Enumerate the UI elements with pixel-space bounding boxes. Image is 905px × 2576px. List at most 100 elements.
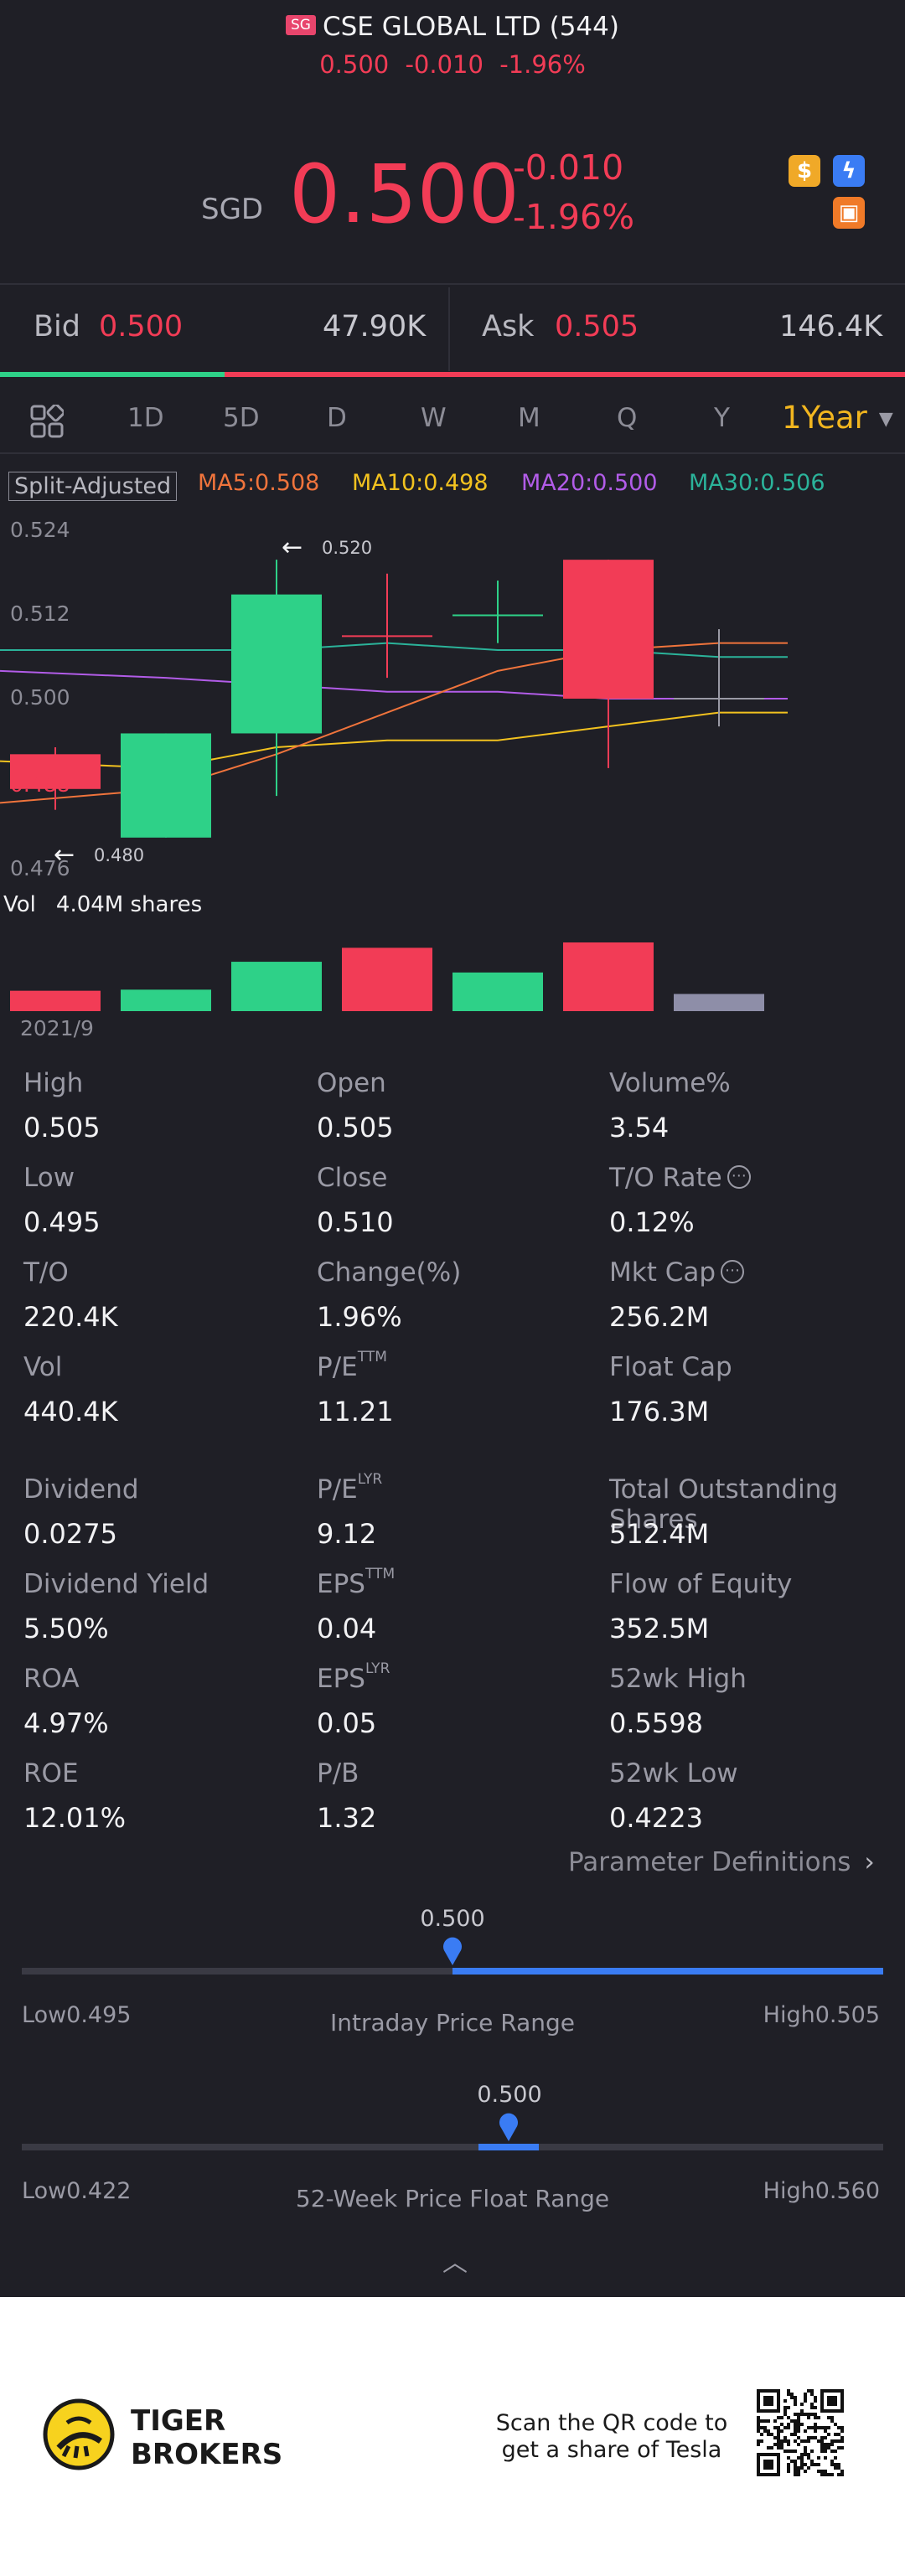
candle: [342, 573, 432, 679]
price-change-pct: -1.96%: [513, 197, 635, 237]
currency-label: SGD: [201, 193, 264, 226]
ma5-label: MA5:0.508: [198, 470, 320, 496]
stat-value: 0.4223: [609, 1802, 703, 1834]
ask-price: 0.505: [555, 310, 639, 343]
tab-5d[interactable]: 5D: [223, 403, 260, 433]
scan-prompt: Scan the QR code to get a share of Tesla: [494, 2410, 729, 2464]
stat-label: ROA: [23, 1664, 80, 1694]
flash-icon[interactable]: ϟ: [833, 155, 865, 187]
candle: [231, 560, 322, 797]
stat-label: Change(%): [317, 1257, 462, 1288]
tab-m[interactable]: M: [518, 403, 540, 433]
y-tick: 0.524: [10, 518, 70, 542]
volume-bar: [231, 962, 322, 1011]
parameter-definitions-link[interactable]: Parameter Definitions ›: [568, 1847, 875, 1877]
location-pin-icon: [499, 2113, 518, 2141]
stat-label: T/O Rate ⋯: [609, 1163, 751, 1193]
stat-value: 12.01%: [23, 1802, 127, 1834]
stat-value: 0.505: [23, 1112, 101, 1143]
high-marker-value: 0.520: [322, 538, 372, 558]
stat-label: Total Outstanding Shares: [609, 1474, 839, 1535]
stat-label: Close: [317, 1163, 388, 1193]
ask-label: Ask: [482, 310, 535, 343]
tab-d[interactable]: D: [327, 403, 347, 433]
candle-body: [231, 594, 322, 734]
week52-title: 52-Week Price Float Range: [295, 2185, 610, 2212]
ask-volume: 146.4K: [779, 310, 883, 343]
intraday-range-fill: [452, 1968, 883, 1975]
stat-value: 5.50%: [23, 1613, 109, 1644]
ma5-line: [0, 642, 788, 804]
candle: [10, 747, 101, 810]
stat-label: Open: [317, 1068, 386, 1098]
candle: [452, 581, 543, 643]
stat-label: Vol: [23, 1352, 63, 1382]
stat-value: 1.32: [317, 1802, 377, 1834]
tab-y[interactable]: Y: [714, 403, 730, 433]
tab-1year[interactable]: 1Year ▼: [782, 400, 893, 436]
candle: [121, 733, 211, 838]
low-marker-value: 0.480: [94, 845, 144, 865]
stat-label: Float Cap: [609, 1352, 732, 1382]
stat-value: 256.2M: [609, 1301, 710, 1333]
stat-label: P/B: [317, 1758, 359, 1789]
ma10-label: MA10:0.498: [352, 470, 489, 496]
stat-value: 0.5598: [609, 1707, 703, 1739]
stat-label: Low: [23, 1163, 75, 1193]
calendar-icon[interactable]: ▣: [833, 197, 865, 229]
stock-name: CSE GLOBAL LTD (544): [322, 12, 619, 42]
stat-label: High: [23, 1068, 84, 1098]
stat-value: 3.54: [609, 1112, 670, 1143]
tab-q[interactable]: Q: [617, 403, 638, 433]
candlestick-chart[interactable]: ← 0.520 ← 0.480: [0, 503, 905, 1022]
ma20-line: [0, 669, 788, 699]
header-quote: 0.500 -0.010 -1.96%: [0, 50, 905, 79]
tab-1year-label: 1Year: [782, 400, 867, 436]
candle-body: [10, 754, 101, 789]
stat-value: 512.4M: [609, 1518, 710, 1550]
location-pin-icon: [443, 1937, 462, 1965]
stat-value: 220.4K: [23, 1301, 118, 1333]
chevron-up-icon[interactable]: ︿: [442, 2248, 468, 2278]
week52-low: Low0.422: [22, 2178, 132, 2204]
stat-value: 1.96%: [317, 1301, 402, 1333]
stat-value: 0.0275: [23, 1518, 117, 1550]
header-price: 0.500: [319, 50, 390, 79]
more-info-icon[interactable]: ⋯: [721, 1259, 745, 1283]
ma30-line: [0, 642, 788, 658]
intraday-low: Low0.495: [22, 2002, 132, 2028]
week52-current-value: 0.500: [477, 2082, 542, 2108]
candle: [674, 629, 764, 727]
price-change: -0.010: [513, 147, 624, 188]
chevron-down-icon: ▼: [878, 409, 893, 430]
stat-label: P/ETTM: [317, 1349, 387, 1382]
dollar-icon[interactable]: $: [789, 155, 820, 187]
divider: [0, 452, 905, 454]
volume-label-text: Vol: [3, 892, 36, 917]
grid-icon[interactable]: [30, 405, 64, 438]
bid-ask-separator: [448, 287, 450, 371]
tab-w[interactable]: W: [421, 403, 447, 433]
low-marker: ← 0.480: [54, 840, 144, 870]
intraday-title: Intraday Price Range: [329, 2009, 575, 2037]
header-change: -0.010: [405, 50, 484, 79]
candle-body: [121, 733, 211, 838]
stat-label: EPSLYR: [317, 1660, 390, 1694]
bid-label: Bid: [34, 310, 80, 343]
header-change-pct: -1.96%: [499, 50, 586, 79]
split-adjusted-toggle[interactable]: Split-Adjusted: [8, 472, 178, 501]
stat-label: T/O: [23, 1257, 69, 1288]
week52-track: [22, 2144, 883, 2150]
stat-value: 0.04: [317, 1613, 377, 1644]
volume-bar: [452, 972, 543, 1011]
qr-code[interactable]: [757, 2389, 844, 2476]
scan-line2: get a share of Tesla: [501, 2437, 722, 2463]
stat-value: 352.5M: [609, 1613, 710, 1644]
more-info-icon[interactable]: ⋯: [727, 1164, 751, 1189]
volume-bar: [342, 947, 432, 1011]
volume-label: Vol 4.04M shares: [3, 892, 202, 917]
scan-line1: Scan the QR code to: [495, 2410, 728, 2436]
ma20-label: MA20:0.500: [521, 470, 658, 496]
tab-1d[interactable]: 1D: [127, 403, 164, 433]
chevron-right-icon: ›: [864, 1847, 875, 1877]
